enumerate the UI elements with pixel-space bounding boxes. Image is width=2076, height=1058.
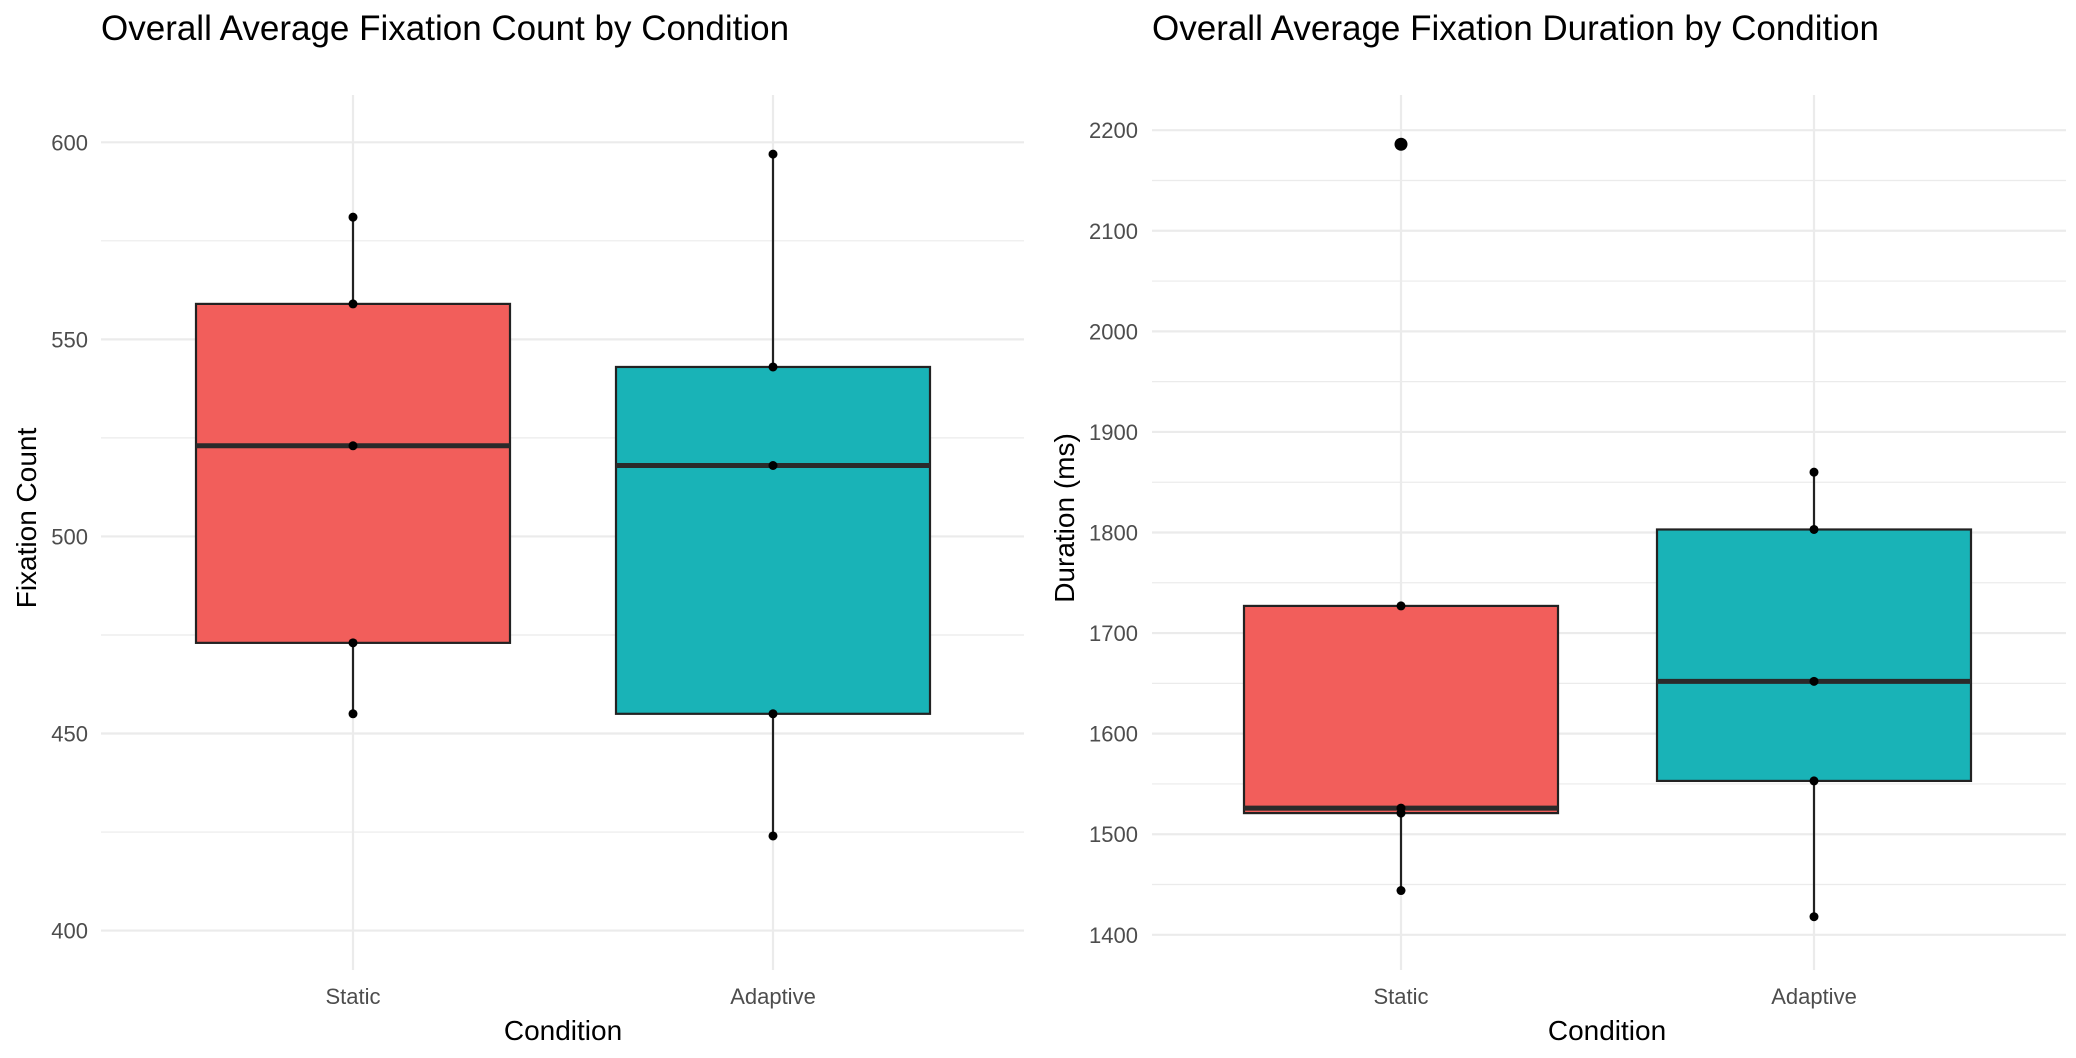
data-point [768,149,778,159]
data-point [1809,524,1819,534]
data-point [1809,912,1819,922]
x-axis-title: Condition [504,1015,622,1046]
data-point [768,460,778,470]
tick-labels: 400 450 500 550 600 Static Adaptive [51,130,816,1009]
data-point [348,638,358,648]
fixation-duration-panel: Overall Average Fixation Duration by Con… [1049,9,2066,1046]
outlier-point [1394,137,1408,151]
data-point [348,212,358,222]
y-tick-label: 1700 [1089,621,1138,646]
y-tick-label: 600 [51,130,88,155]
x-tick-label: Adaptive [730,984,816,1009]
y-tick-label: 1500 [1089,822,1138,847]
y-tick-label: 2200 [1089,118,1138,143]
y-tick-label: 450 [51,722,88,747]
boxes [1242,472,1973,917]
points [1394,137,1819,922]
box-static [1242,604,1560,815]
panel-title: Overall Average Fixation Count by Condit… [101,9,789,48]
box-adaptive [1655,528,1973,783]
y-tick-label: 1600 [1089,722,1138,747]
y-axis-title: Duration (ms) [1049,433,1080,603]
y-tick-label: 1800 [1089,521,1138,546]
y-tick-label: 1400 [1089,923,1138,948]
data-point [1396,808,1406,818]
data-point [348,299,358,309]
x-tick-label: Adaptive [1771,984,1857,1009]
x-tick-label: Static [1373,984,1428,1009]
boxes [194,154,932,836]
data-point [348,709,358,719]
box-adaptive [614,365,932,715]
data-point [768,709,778,719]
y-axis-title: Fixation Count [11,428,42,609]
x-axis-title: Condition [1548,1015,1666,1046]
tick-labels: 1400 1500 1600 1700 1800 1900 2000 2100 2200 Stat… [1089,118,1857,1009]
data-point [1809,676,1819,686]
y-tick-label: 2100 [1089,219,1138,244]
fixation-count-panel: Overall Average Fixation Count by Condit… [11,9,1024,1046]
data-point [1396,886,1406,896]
data-point [768,831,778,841]
y-tick-label: 400 [51,919,88,944]
data-point [768,362,778,372]
data-point [1396,601,1406,611]
x-tick-label: Static [325,984,380,1009]
data-point [1809,776,1819,786]
points [348,149,778,841]
y-tick-label: 1900 [1089,420,1138,445]
data-point [1809,467,1819,477]
data-point [348,441,358,451]
y-tick-label: 500 [51,524,88,549]
box-static [194,302,512,644]
panel-title: Overall Average Fixation Duration by Con… [1152,9,1879,48]
y-tick-label: 2000 [1089,319,1138,344]
y-tick-label: 550 [51,327,88,352]
